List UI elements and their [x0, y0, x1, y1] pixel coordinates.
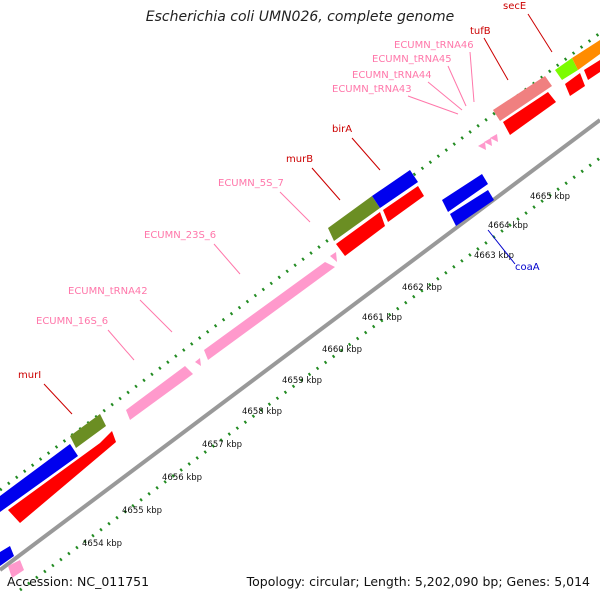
gene-label-leader: [43, 383, 73, 415]
cds-feature[interactable]: [503, 92, 556, 135]
gene-label-leader: [107, 329, 135, 361]
kbp-tick-label: 4661 kbp: [362, 313, 402, 323]
cds-feature[interactable]: [565, 73, 585, 96]
rrna-feature[interactable]: [204, 262, 335, 360]
gene-label-leader: [139, 299, 173, 333]
cds-feature[interactable]: [336, 212, 385, 256]
gene-label[interactable]: ECUMN_tRNA44: [352, 70, 432, 81]
kbp-tick-label: 4660 kbp: [322, 345, 362, 355]
gene-label-leader: [447, 65, 467, 107]
gene-label[interactable]: ECUMN_23S_6: [144, 230, 216, 241]
genome-summary-text: Topology: circular; Length: 5,202,090 bp…: [246, 574, 590, 589]
cds-feature[interactable]: [8, 431, 116, 523]
trna-feature[interactable]: [330, 252, 337, 262]
olive-feature[interactable]: [70, 414, 106, 448]
gene-label-leader: [351, 137, 381, 171]
map-title: Escherichia coli UMN026, complete genome: [145, 9, 455, 25]
gene-label[interactable]: ECUMN_tRNA43: [332, 84, 412, 95]
green-feature[interactable]: [555, 58, 578, 80]
coaa-feature[interactable]: [450, 190, 494, 226]
tufb-feature[interactable]: [493, 76, 552, 121]
gene-label[interactable]: murI: [18, 370, 41, 381]
cds-feature[interactable]: [584, 60, 600, 80]
trna-feature[interactable]: [484, 138, 492, 146]
rrna-feature[interactable]: [8, 560, 24, 578]
coaa-feature[interactable]: [442, 174, 488, 212]
accession-text: Accession: NC_011751: [7, 574, 150, 589]
gene-label[interactable]: ECUMN_16S_6: [36, 316, 108, 327]
gene-label[interactable]: ECUMN_5S_7: [218, 178, 284, 189]
gene-label-leader: [483, 37, 509, 81]
backbone-line: [0, 118, 600, 572]
orange-feature[interactable]: [572, 40, 600, 70]
kbp-tick-label: 4654 kbp: [82, 539, 122, 549]
gene-label-leader: [527, 13, 553, 53]
gene-label-leader: [311, 167, 341, 201]
kbp-tick-label: 4659 kbp: [282, 376, 322, 386]
gene-label[interactable]: ECUMN_tRNA45: [372, 54, 452, 65]
gene-label-leader: [213, 243, 241, 275]
gene-label-leader: [469, 51, 475, 103]
kbp-tick-label: 4665 kbp: [530, 192, 570, 202]
rrna-feature[interactable]: [126, 366, 193, 420]
kbp-tick-label: 4655 kbp: [122, 506, 162, 516]
gene-label-leader: [427, 81, 463, 111]
gene-label-leader: [407, 95, 459, 115]
gene-label[interactable]: secE: [503, 1, 526, 12]
blue-feature[interactable]: [0, 444, 78, 512]
gene-label[interactable]: murB: [286, 154, 313, 165]
gene-label-leader: [487, 229, 516, 265]
blue-feature[interactable]: [0, 546, 14, 566]
kbp-tick-label: 4656 kbp: [162, 473, 202, 483]
kbp-tick-label: 4664 kbp: [488, 221, 528, 231]
trna-feature[interactable]: [478, 142, 486, 150]
gene-label-leader: [279, 191, 311, 223]
gene-label[interactable]: ECUMN_tRNA46: [394, 40, 474, 51]
blue-feature[interactable]: [372, 170, 418, 208]
kbp-tick-label: 4662 kbp: [402, 283, 442, 293]
trna-feature[interactable]: [490, 134, 498, 142]
gene-label[interactable]: tufB: [470, 26, 491, 37]
inner-tick-line: [19, 156, 600, 592]
kbp-tick-label: 4657 kbp: [202, 440, 242, 450]
gene-label[interactable]: birA: [332, 124, 352, 135]
kbp-tick-label: 4658 kbp: [242, 407, 282, 417]
kbp-tick-labels: 4654 kbp 4655 kbp 4656 kbp 4657 kbp 4658 kbp…: [82, 192, 570, 549]
gene-label[interactable]: coaA: [515, 262, 540, 273]
olive-feature[interactable]: [328, 196, 380, 241]
cds-feature[interactable]: [383, 186, 424, 222]
kbp-tick-label: 4663 kbp: [474, 251, 514, 261]
gene-label[interactable]: ECUMN_tRNA42: [68, 286, 148, 297]
gene-labels: murI ECUMN_16S_6 ECUMN_tRNA42 ECUMN_23S_6 EC…: [18, 1, 553, 415]
trna-feature[interactable]: [195, 358, 201, 366]
